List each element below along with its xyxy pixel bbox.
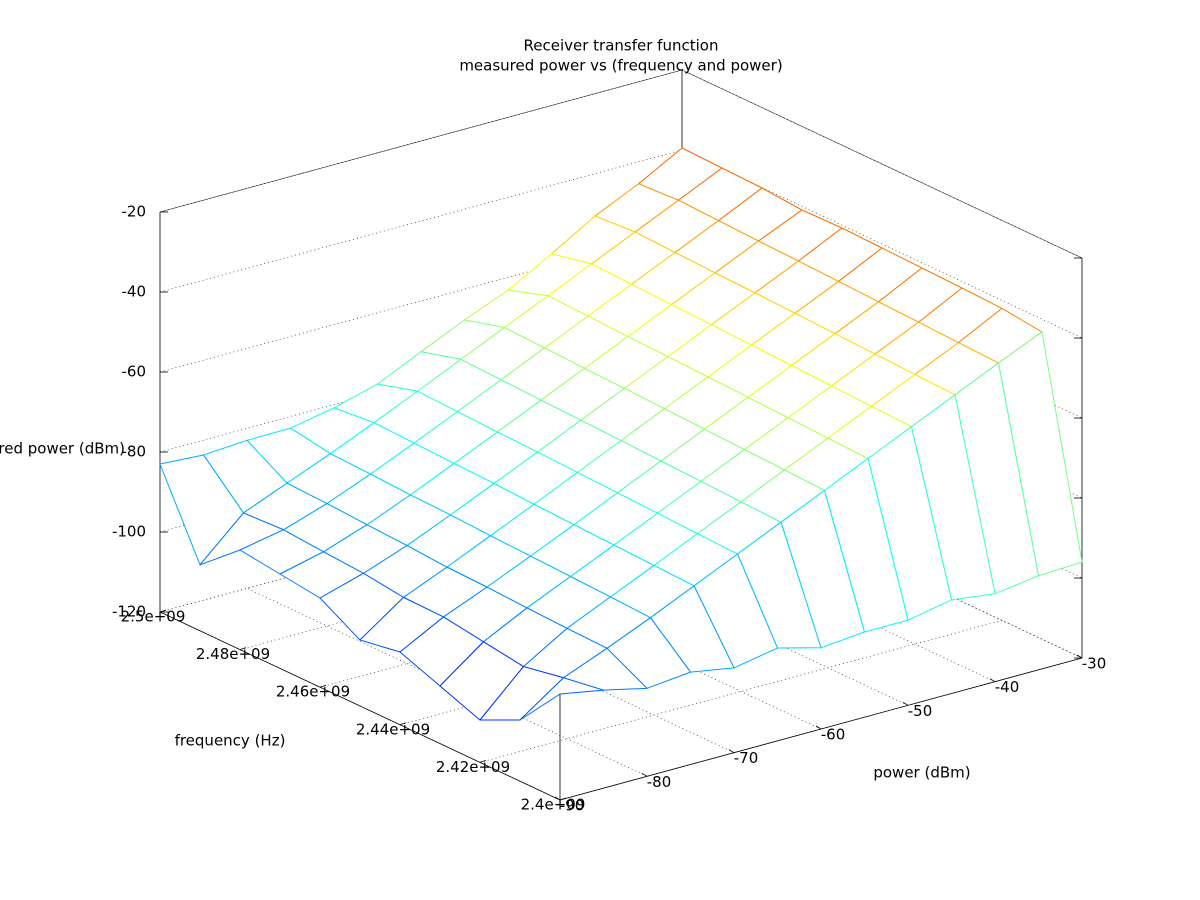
tick-mark <box>479 760 487 763</box>
tick-mark <box>815 725 822 730</box>
tick-mark <box>728 749 735 754</box>
tick-mark <box>1076 654 1083 659</box>
tick-mark <box>399 722 407 726</box>
y-tick-label: 2.48e+09 <box>196 645 270 663</box>
surface-cell <box>519 677 604 721</box>
tick-mark <box>159 609 167 613</box>
axis-line <box>159 611 561 801</box>
x-tick-label: -50 <box>908 702 933 720</box>
tick-mark <box>239 647 247 650</box>
grid-line <box>681 149 1083 339</box>
x-axis-label: power (dBm) <box>873 764 970 782</box>
y-axis-label: frequency (Hz) <box>175 732 286 750</box>
z-axis-label: measured power (dBm) <box>0 440 125 458</box>
x-tick-label: -80 <box>647 773 672 791</box>
chart-title: Receiver transfer function <box>524 37 719 55</box>
tick-mark <box>902 701 909 706</box>
tick-mark <box>989 678 996 683</box>
z-tick-label: -80 <box>122 443 147 461</box>
y-tick-label: 2.46e+09 <box>276 683 350 701</box>
y-tick-label: 2.5e+09 <box>121 608 186 626</box>
tick-mark <box>554 796 561 801</box>
y-tick-label: 2.44e+09 <box>356 720 430 738</box>
x-tick-label: -70 <box>734 749 759 767</box>
z-tick-label: -120 <box>112 603 146 621</box>
x-tick-label: -30 <box>1082 655 1107 673</box>
chart-subtitle: measured power vs (frequency and power) <box>459 57 782 75</box>
y-tick-label: 2.4e+09 <box>521 796 586 814</box>
x-tick-label: -40 <box>995 678 1020 696</box>
z-tick-label: -60 <box>122 363 147 381</box>
tick-mark <box>319 684 327 688</box>
x-tick-label: -90 <box>560 797 585 815</box>
z-tick-label: -40 <box>122 283 147 301</box>
tick-mark <box>641 772 648 777</box>
axis-line <box>681 69 1083 259</box>
tick-mark <box>559 797 567 801</box>
z-tick-label: -20 <box>122 203 147 221</box>
y-tick-label: 2.42e+09 <box>436 758 510 776</box>
z-tick-label: -100 <box>112 523 146 541</box>
x-tick-label: -60 <box>821 726 846 744</box>
axis-line <box>159 69 683 213</box>
